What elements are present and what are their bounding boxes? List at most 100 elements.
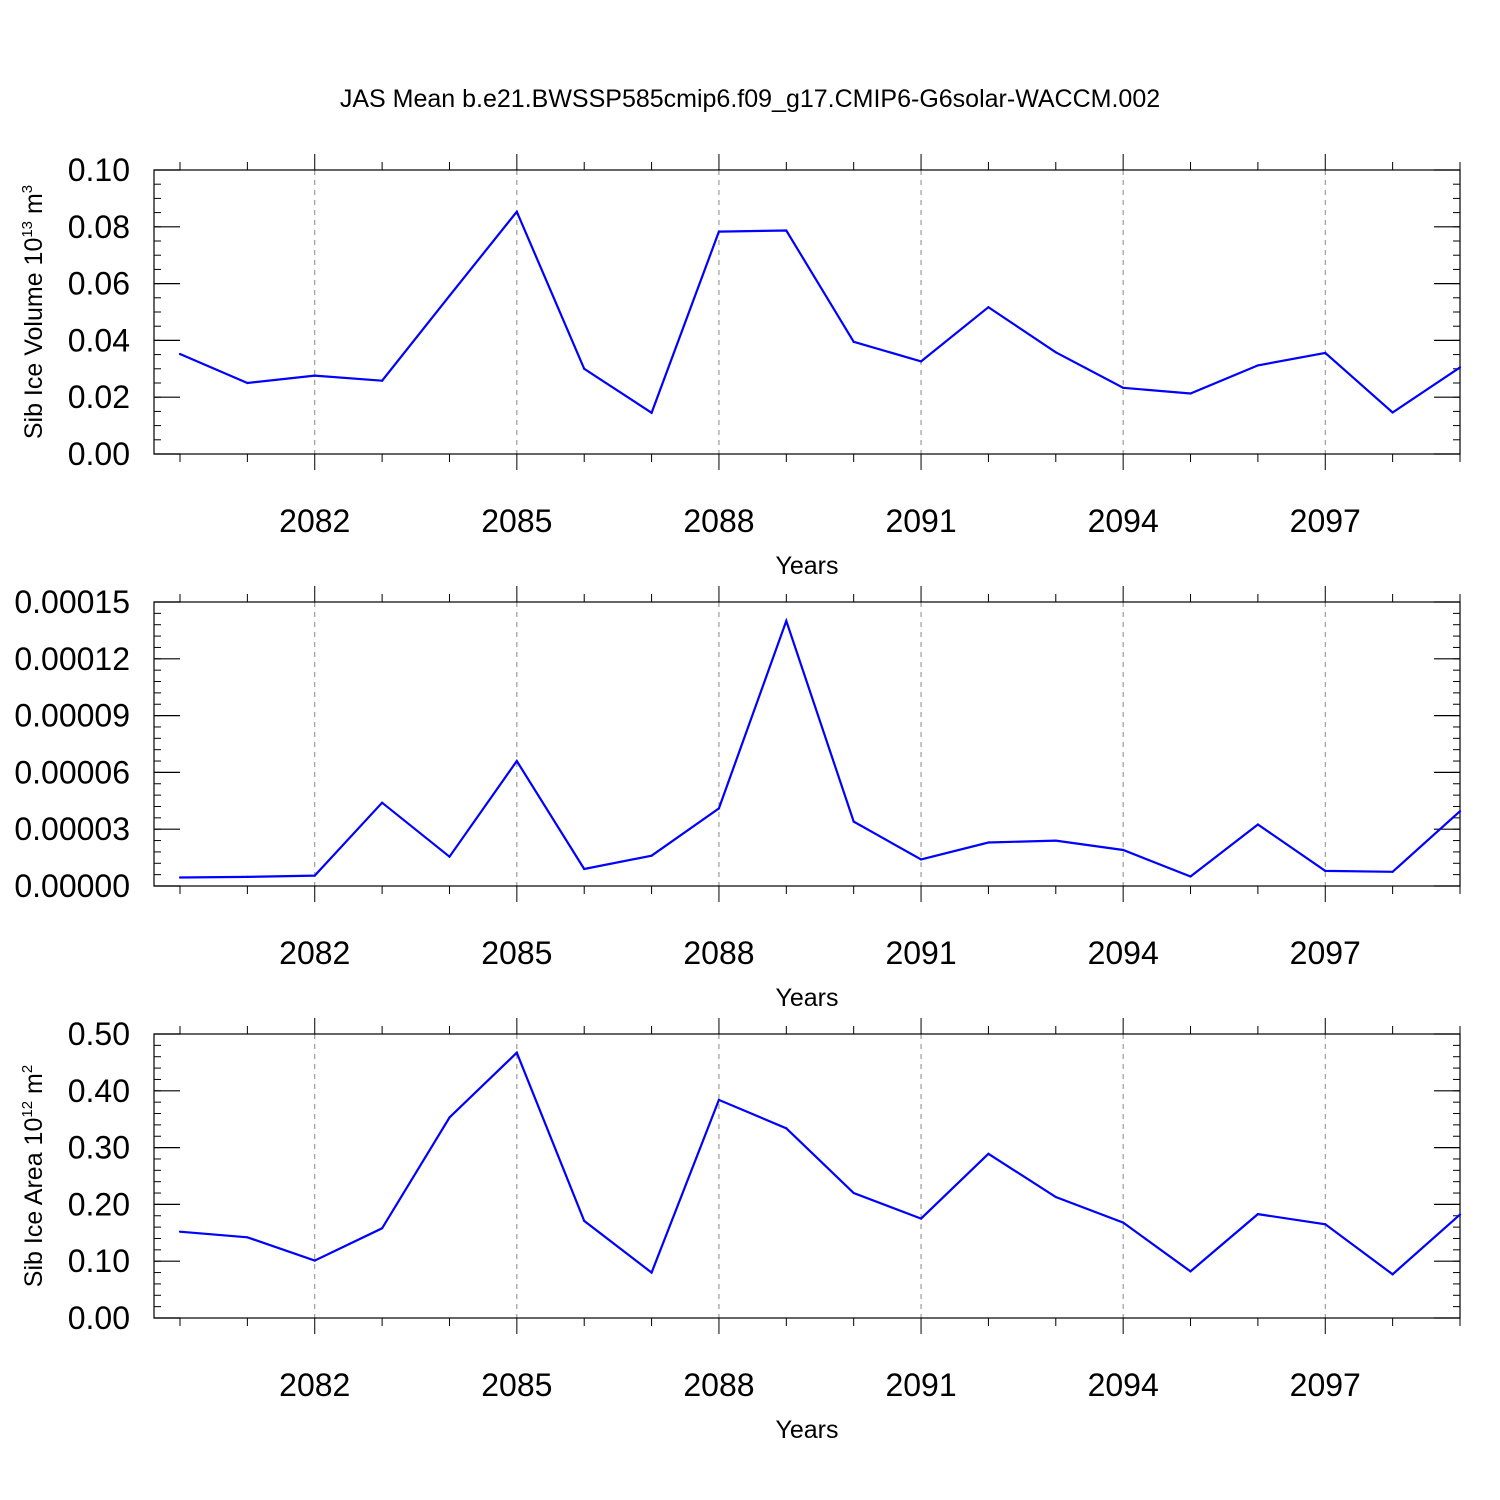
data-point — [852, 820, 855, 823]
data-point — [1391, 870, 1394, 873]
x-tick-label: 2088 — [683, 503, 754, 539]
series-line — [179, 209, 1461, 415]
data-point — [852, 340, 855, 343]
y-tick-label: 0.00000 — [14, 868, 130, 904]
y-tick-label: 0.10 — [68, 1243, 130, 1279]
data-point — [313, 374, 316, 377]
x-tick-label: 2082 — [279, 503, 350, 539]
data-point — [1122, 1221, 1125, 1224]
x-tick-label: 2088 — [683, 1367, 754, 1403]
y-tick-label: 0.00009 — [14, 698, 130, 734]
data-point — [717, 1098, 721, 1101]
data-point — [919, 360, 923, 363]
y-tick-label: 0.30 — [68, 1130, 130, 1166]
data-point — [246, 1236, 249, 1239]
data-point — [448, 855, 451, 858]
data-point — [1054, 1195, 1057, 1199]
data-point — [1256, 823, 1259, 826]
y-tick-label: 0.04 — [68, 322, 130, 358]
y-tick-label: 0.50 — [68, 1016, 130, 1052]
data-point — [1054, 351, 1057, 354]
data-point — [1054, 839, 1057, 842]
y-tick-label: 0.08 — [68, 209, 130, 245]
series-line — [179, 1050, 1461, 1276]
data-point — [515, 1051, 518, 1054]
data-point — [583, 867, 586, 871]
panel-2: 0.00000 0.00003 0.00006 0.00009 0.00012 0.000… — [14, 584, 1462, 1012]
data-point — [650, 411, 653, 414]
data-point — [1122, 386, 1125, 389]
series-line — [179, 617, 1461, 879]
data-point — [1189, 392, 1192, 395]
data-point — [1458, 366, 1462, 369]
data-point — [1324, 869, 1327, 872]
data-point — [919, 858, 923, 861]
data-point — [1256, 1212, 1259, 1216]
x-tick-label: 2091 — [885, 503, 956, 539]
plot-frame — [153, 1033, 1461, 1319]
y-tick-label: 0.00012 — [14, 641, 130, 677]
data-point — [852, 1191, 855, 1195]
data-point — [717, 230, 721, 233]
x-tick-label: 2085 — [481, 503, 552, 539]
data-point — [515, 759, 518, 763]
data-point — [919, 1217, 923, 1220]
data-point — [1391, 411, 1394, 414]
x-tick-label: 2094 — [1088, 503, 1159, 539]
y-tick-label: 0.00 — [68, 436, 130, 472]
x-tick-label: 2085 — [481, 1367, 552, 1403]
data-point — [717, 807, 721, 810]
data-point — [785, 1127, 788, 1130]
data-point — [381, 1227, 384, 1230]
data-point — [785, 229, 788, 232]
panels: 0.00 0.02 0.04 0.06 0.08 0.10 2082 2085 2088 2091… — [14, 152, 1462, 1444]
data-point — [1122, 848, 1125, 852]
y-tick-label: 0.00 — [68, 1300, 130, 1336]
y-axis-label: Sib Ice Area 1012 m2 — [19, 1065, 48, 1287]
panel-1: 0.00 0.02 0.04 0.06 0.08 0.10 2082 2085 2088 2091… — [19, 152, 1462, 580]
data-point — [178, 1230, 182, 1233]
x-tick-label: 2091 — [885, 935, 956, 971]
x-axis-label: Years — [775, 984, 838, 1012]
x-tick-label: 2094 — [1088, 1367, 1159, 1403]
data-point — [987, 306, 990, 309]
data-point — [650, 1271, 653, 1274]
y-tick-label: 0.06 — [68, 266, 130, 302]
data-point — [313, 874, 316, 877]
data-point — [381, 801, 384, 804]
data-point — [987, 1152, 990, 1155]
x-tick-label: 2091 — [885, 1367, 956, 1403]
x-tick-label: 2097 — [1290, 935, 1361, 971]
panel-3: 0.00 0.10 0.20 0.30 0.40 0.50 2082 2085 2088 2091… — [19, 1016, 1462, 1444]
x-tick-label: 2088 — [683, 935, 754, 971]
data-point — [1391, 1273, 1394, 1276]
x-tick-label: 2085 — [481, 935, 552, 971]
x-tick-label: 2097 — [1290, 1367, 1361, 1403]
data-point — [1458, 1213, 1462, 1216]
data-point — [583, 367, 586, 370]
data-point — [448, 294, 451, 297]
data-point — [246, 381, 249, 385]
x-axis-label: Years — [775, 1416, 838, 1444]
plot-frame — [153, 601, 1461, 887]
y-tick-label: 0.00003 — [14, 811, 130, 847]
y-tick-label: 0.00006 — [14, 754, 130, 790]
data-point — [313, 1259, 316, 1262]
figure-title: JAS Mean b.e21.BWSSP585cmip6.f09_g17.CMI… — [340, 85, 1160, 113]
y-tick-label: 0.20 — [68, 1186, 130, 1222]
data-point — [987, 841, 990, 844]
data-point — [1256, 364, 1259, 367]
x-tick-label: 2097 — [1290, 503, 1361, 539]
data-point — [515, 210, 518, 213]
x-tick-label: 2082 — [279, 1367, 350, 1403]
data-point — [448, 1116, 451, 1119]
x-axis-label: Years — [775, 552, 838, 580]
x-tick-label: 2094 — [1088, 935, 1159, 971]
data-point — [1189, 1270, 1192, 1273]
data-point — [785, 619, 788, 623]
y-tick-label: 0.10 — [68, 152, 130, 188]
y-tick-label: 0.40 — [68, 1073, 130, 1109]
data-point — [1324, 1223, 1327, 1226]
